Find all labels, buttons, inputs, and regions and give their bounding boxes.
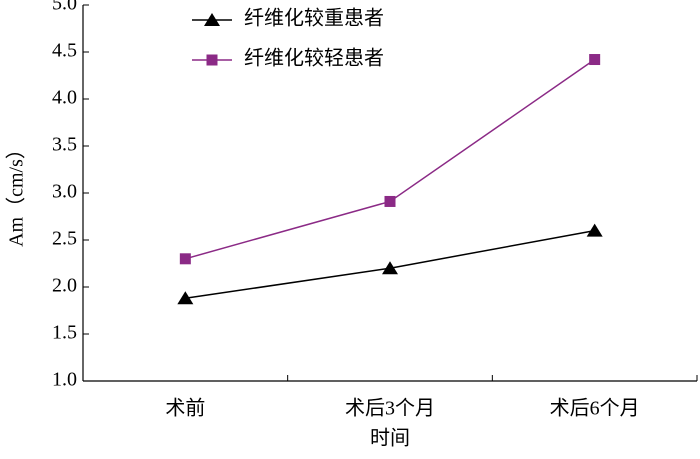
marker — [589, 54, 601, 66]
y-axis-title: Am（cm/s） — [5, 139, 28, 247]
y-tick-label: 5.0 — [52, 0, 77, 15]
legend-label: 纤维化较轻患者 — [244, 47, 384, 70]
y-tick-label: 2.0 — [52, 275, 77, 297]
marker — [177, 291, 194, 305]
marker — [204, 13, 220, 26]
x-axis-title: 时间 — [370, 427, 410, 450]
marker — [206, 54, 218, 66]
x-tick-label: 术前 — [165, 397, 205, 420]
y-tick-label: 4.5 — [52, 40, 77, 62]
series-line — [185, 58, 596, 260]
y-tick-label: 1.0 — [52, 369, 77, 391]
marker — [586, 223, 603, 237]
x-tick-label: 术后3个月 — [345, 397, 435, 420]
marker — [179, 253, 191, 265]
x-tick-label: 术后6个月 — [550, 397, 640, 420]
y-tick-label: 3.5 — [52, 134, 77, 156]
marker — [382, 261, 398, 275]
y-tick-label: 3.0 — [52, 181, 77, 203]
marker — [384, 195, 396, 207]
y-tick-label: 4.0 — [52, 87, 77, 109]
y-tick-label: 1.5 — [52, 322, 77, 344]
legend-label: 纤维化较重患者 — [244, 7, 384, 30]
y-tick-label: 2.5 — [52, 228, 77, 250]
